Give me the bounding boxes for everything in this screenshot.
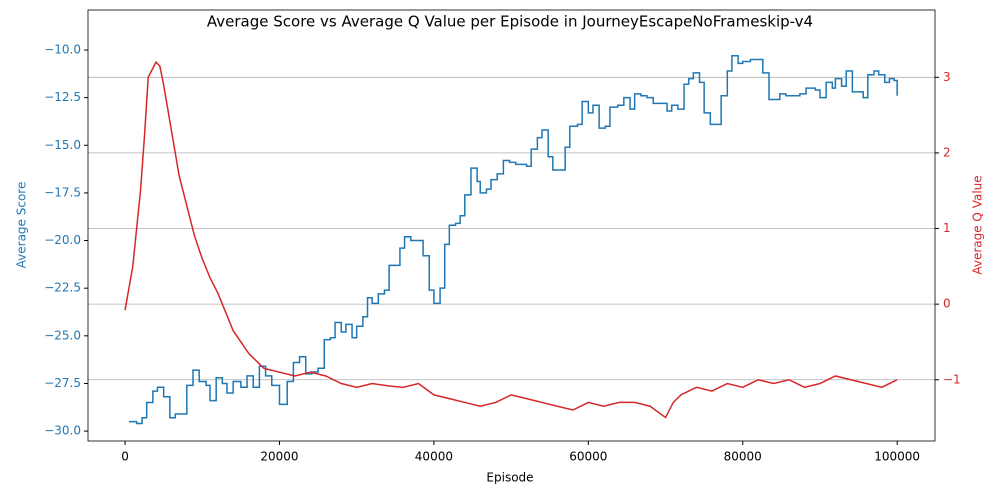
y-tick-label: −25.0 xyxy=(44,328,81,342)
y-tick-label: −30.0 xyxy=(44,424,81,438)
y2-tick-label: 0 xyxy=(943,297,951,311)
y2-tick-label: 1 xyxy=(943,221,951,235)
x-tick-label: 40000 xyxy=(415,450,453,464)
y2-tick-label: 3 xyxy=(943,70,951,84)
data-line xyxy=(124,60,898,419)
y-tick-label: −20.0 xyxy=(44,233,81,247)
x-tick-label: 60000 xyxy=(569,450,607,464)
x-tick-label: 100000 xyxy=(874,450,920,464)
y-tick-label: −22.5 xyxy=(44,281,81,295)
y2-tick-label: −1 xyxy=(943,372,961,386)
y-tick-label: −17.5 xyxy=(44,185,81,199)
x-axis-label: Episode xyxy=(486,471,533,485)
y-tick-label: −27.5 xyxy=(44,376,81,390)
y2-tick-label: 2 xyxy=(943,145,951,159)
x-tick-label: 80000 xyxy=(724,450,762,464)
chart-title: Average Score vs Average Q Value per Epi… xyxy=(207,13,813,31)
x-tick-label: 20000 xyxy=(260,450,298,464)
y-tick-label: −12.5 xyxy=(44,90,81,104)
y2-axis-label: Average Q Value xyxy=(971,175,985,274)
plot-frame xyxy=(87,9,936,442)
y-tick-label: −15.0 xyxy=(44,138,81,152)
y-axis-label: Average Score xyxy=(15,182,29,269)
y-tick-label: −10.0 xyxy=(44,43,81,57)
x-tick-label: 0 xyxy=(121,450,129,464)
data-line xyxy=(128,54,898,425)
